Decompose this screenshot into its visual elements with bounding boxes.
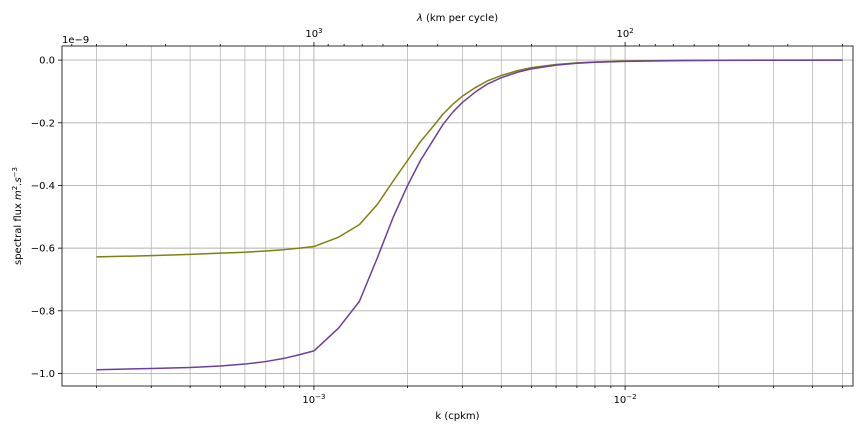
grid [62,46,853,386]
y-tick-label: −0.6 [31,244,55,255]
top-tick-label: 103 [305,27,322,40]
top-tick-label-base: 10 [617,29,630,40]
top-tick-label-exp: 2 [629,27,633,35]
top-tick-label-base: 10 [305,29,318,40]
series-line-2 [96,59,843,371]
x-tick-label-base: 10 [302,395,315,406]
y-axis-label: spectral flux m2.s−3 [11,167,24,265]
y-axis-label-base: spectral flux [13,200,24,265]
x-axis-label: k (cpkm) [435,411,479,422]
series-line-1 [96,59,843,258]
x-tick-label: 10−2 [614,393,637,406]
top-tick-label-exp: 3 [318,27,322,35]
y-tick-label: 0.0 [39,56,55,67]
y-tick-label: −0.4 [31,181,55,192]
x-tick-label: 10−3 [302,393,325,406]
y-axis-label-exp-2: 2 [11,186,19,190]
y-axis-label-unit-s: .s [13,177,24,185]
y-tick-label: −0.2 [31,118,55,129]
y-tick-label: −1.0 [31,369,55,380]
top-tick-label: 102 [617,27,634,40]
y-axis-label-unit-m: m [13,190,24,200]
x-tick-label-exp: −3 [315,393,325,401]
y-axis-label-exp-3: −3 [11,167,19,177]
series-lines [96,59,843,371]
y-tick-label: −0.8 [31,306,55,317]
top-axis-label-rest: (km per cycle) [423,13,498,24]
top-axis-label-lambda: λ [416,13,423,24]
plot-frame [61,45,854,387]
x-tick-label-base: 10 [614,395,627,406]
x-tick-label-exp: −2 [626,393,636,401]
top-axis-label: λ (km per cycle) [416,13,498,24]
y-offset-text: 1e−9 [62,35,89,46]
